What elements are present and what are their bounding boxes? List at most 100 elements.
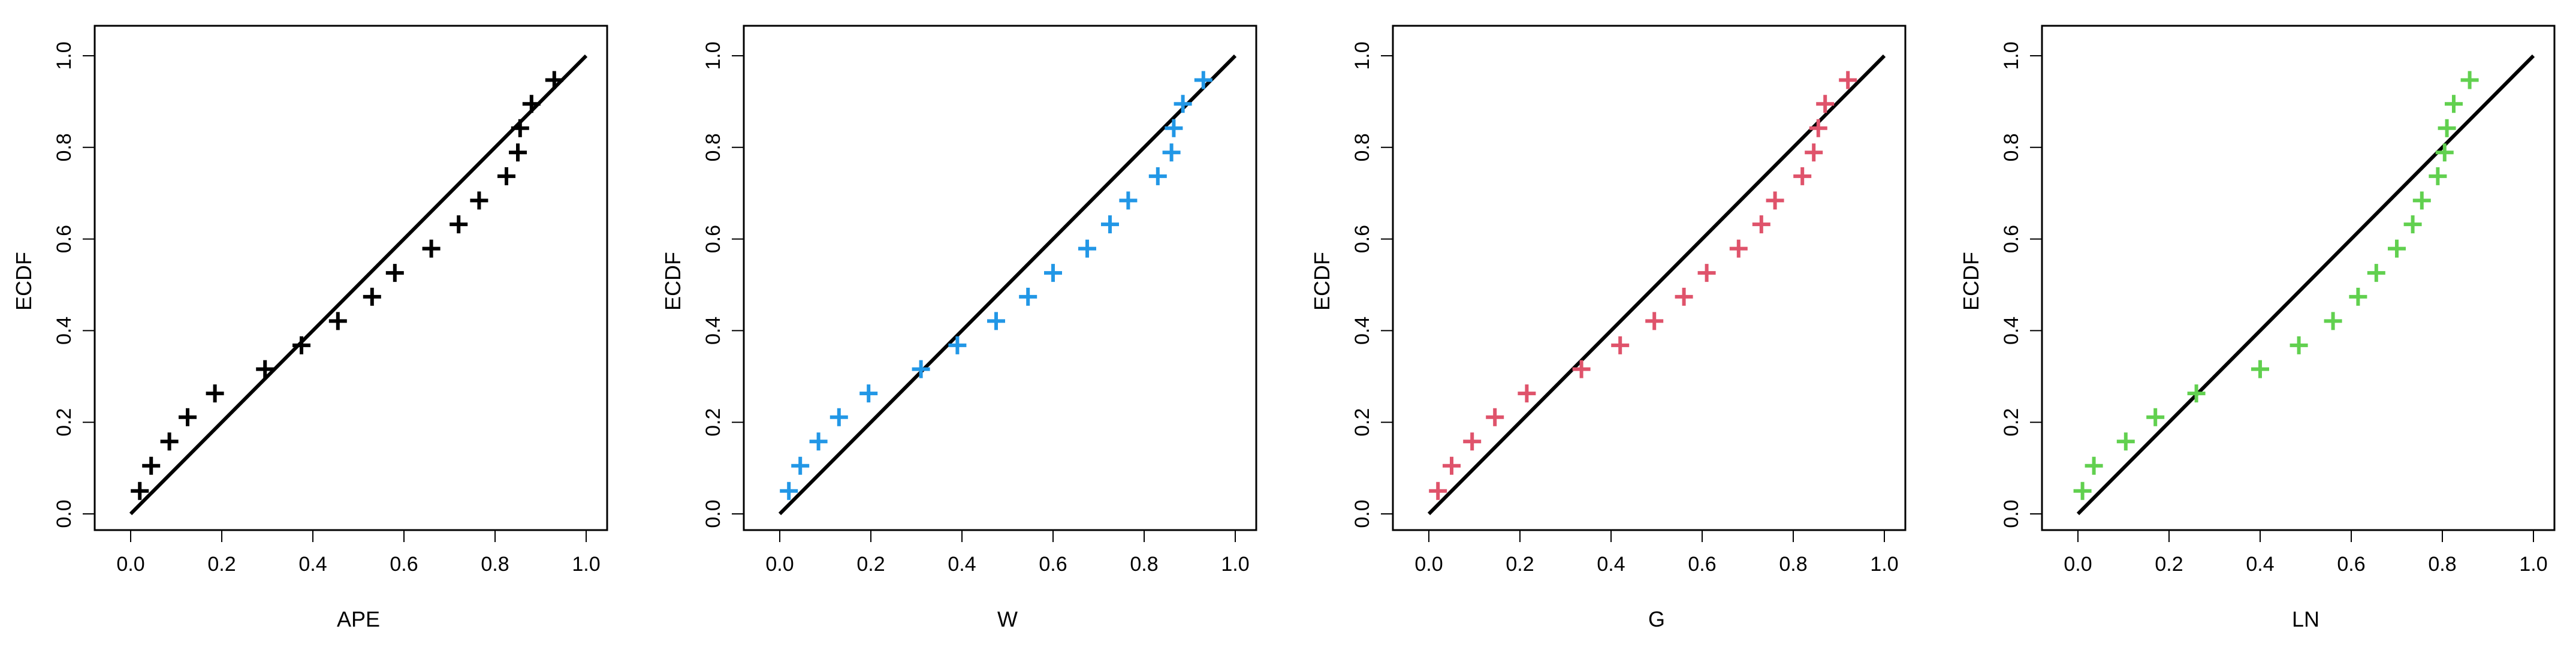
- x-tick-label: 0.8: [1130, 553, 1158, 576]
- data-point: [1486, 408, 1504, 426]
- data-point: [1463, 432, 1482, 451]
- data-point: [2460, 71, 2479, 89]
- y-tick-label: 0.6: [2000, 225, 2023, 253]
- data-point: [385, 264, 404, 282]
- data-point: [179, 408, 197, 426]
- data-point: [2388, 239, 2406, 258]
- data-point: [1443, 456, 1461, 475]
- data-point: [829, 408, 848, 426]
- data-point: [1148, 167, 1167, 185]
- data-point: [1675, 287, 1693, 306]
- y-tick-label: 1.0: [2000, 41, 2023, 70]
- data-point: [1174, 95, 1192, 113]
- data-point: [1101, 215, 1119, 234]
- x-tick-label: 0.8: [2428, 553, 2456, 576]
- data-point: [2367, 264, 2385, 282]
- x-tick-label: 0.8: [1779, 553, 1807, 576]
- data-point: [1518, 384, 1536, 403]
- data-point: [1697, 264, 1716, 282]
- x-tick-label: 0.0: [116, 553, 144, 576]
- x-tick-label: 0.4: [2246, 553, 2274, 576]
- x-tick-label: 0.0: [1414, 553, 1443, 576]
- x-tick-label: 0.8: [481, 553, 509, 576]
- x-tick-label: 0.6: [390, 553, 418, 576]
- data-point: [2187, 384, 2206, 403]
- data-point: [2403, 215, 2422, 234]
- y-axis-title: ECDF: [660, 252, 685, 311]
- data-point: [511, 119, 529, 137]
- y-tick-label: 0.0: [1351, 499, 1374, 528]
- x-tick-label: 1.0: [572, 553, 600, 576]
- data-point: [1119, 191, 1138, 210]
- data-point: [256, 360, 275, 378]
- identity-reference-line: [129, 54, 588, 516]
- y-tick-label: 0.0: [702, 499, 725, 528]
- y-tick-label: 0.6: [53, 225, 76, 253]
- x-tick-label: 0.6: [2337, 553, 2365, 576]
- y-tick-label: 0.2: [1351, 408, 1374, 437]
- data-point: [1162, 143, 1181, 162]
- chart-panel-1: 0.0 0.2 0.4 0.6 0.8 1.0 0.0 0.2 0.4 0.6 0.8 1.0 APE E…: [11, 25, 608, 631]
- data-point: [2435, 143, 2454, 162]
- x-tick-label: 0.4: [1597, 553, 1625, 576]
- data-point: [2324, 312, 2342, 330]
- data-point: [2349, 287, 2367, 306]
- data-point: [1793, 167, 1812, 185]
- x-tick-label: 0.2: [207, 553, 236, 576]
- y-tick-label: 1.0: [1351, 41, 1374, 70]
- y-tick-label: 0.0: [2000, 499, 2023, 528]
- identity-reference-line: [1427, 54, 1886, 516]
- data-point: [1809, 119, 1827, 137]
- x-axis-title: LN: [2292, 607, 2319, 631]
- y-tick-label: 0.4: [53, 317, 76, 345]
- x-tick-label: 0.2: [856, 553, 885, 576]
- y-tick-label: 0.8: [702, 133, 725, 161]
- x-tick-label: 0.6: [1688, 553, 1716, 576]
- data-point: [859, 384, 878, 403]
- data-point: [1752, 215, 1770, 234]
- data-point: [2251, 360, 2269, 378]
- x-tick-label: 0.4: [298, 553, 327, 576]
- data-point: [1429, 482, 1447, 500]
- data-point: [497, 167, 515, 185]
- y-tick-label: 0.6: [1351, 225, 1374, 253]
- data-point: [2445, 95, 2463, 113]
- data-point: [2073, 482, 2092, 500]
- y-tick-label: 0.4: [1351, 317, 1374, 345]
- x-tick-label: 0.2: [2155, 553, 2183, 576]
- chart-panel-4: 0.0 0.2 0.4 0.6 0.8 1.0 0.0 0.2 0.4 0.6 0.8 1.0 LN EC…: [1959, 25, 2556, 631]
- panels: 0.0 0.2 0.4 0.6 0.8 1.0 0.0 0.2 0.4 0.6 0.8 1.0 APE E…: [11, 25, 2556, 631]
- y-tick-label: 0.8: [2000, 133, 2023, 161]
- x-tick-label: 1.0: [1221, 553, 1249, 576]
- data-point: [2290, 336, 2308, 354]
- data-point: [1078, 239, 1096, 258]
- y-tick-label: 0.2: [53, 408, 76, 437]
- x-axis-title: APE: [337, 607, 380, 631]
- data-point: [470, 191, 488, 210]
- data-point: [791, 456, 810, 475]
- x-tick-label: 0.4: [948, 553, 976, 576]
- data-point: [809, 432, 828, 451]
- identity-reference-line: [2076, 54, 2535, 516]
- data-point: [1645, 312, 1664, 330]
- chart-panel-2: 0.0 0.2 0.4 0.6 0.8 1.0 0.0 0.2 0.4 0.6 0.8 1.0 W ECD…: [660, 25, 1257, 631]
- y-tick-label: 0.4: [702, 317, 725, 345]
- data-point: [780, 482, 798, 500]
- data-point: [160, 432, 179, 451]
- data-point: [206, 384, 224, 403]
- data-point: [142, 456, 161, 475]
- data-point: [1165, 119, 1183, 137]
- data-point: [1044, 264, 1062, 282]
- y-tick-label: 0.0: [53, 499, 76, 528]
- y-tick-label: 1.0: [53, 41, 76, 70]
- data-point: [1019, 287, 1037, 306]
- y-tick-label: 0.2: [2000, 408, 2023, 437]
- x-tick-label: 0.2: [1506, 553, 1534, 576]
- data-point: [2116, 432, 2135, 451]
- data-point: [1572, 360, 1591, 378]
- data-point: [422, 239, 441, 258]
- x-tick-label: 1.0: [2519, 553, 2547, 576]
- y-tick-label: 0.8: [53, 133, 76, 161]
- y-axis-title: ECDF: [1310, 252, 1334, 311]
